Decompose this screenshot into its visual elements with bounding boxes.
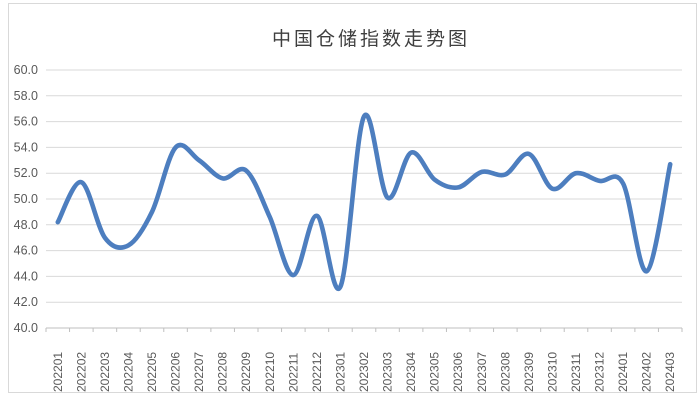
y-axis-label: 46.0	[14, 244, 38, 258]
x-axis-label: 202306	[451, 352, 465, 392]
x-axis-label: 202212	[310, 352, 324, 392]
x-axis-label: 202403	[663, 352, 677, 392]
x-axis-label: 202203	[98, 352, 112, 392]
y-axis-label: 42.0	[14, 295, 38, 309]
chart-border	[8, 3, 697, 393]
y-axis-label: 50.0	[14, 192, 38, 206]
x-axis-label: 202305	[428, 352, 442, 392]
x-axis-label: 202401	[616, 352, 630, 392]
x-axis-label: 202312	[593, 352, 607, 392]
y-axis-label: 54.0	[14, 140, 38, 154]
x-axis-label: 202207	[192, 352, 206, 392]
y-axis-label: 58.0	[14, 89, 38, 103]
x-axis-label: 202205	[145, 352, 159, 392]
x-axis-label: 202402	[640, 352, 654, 392]
x-axis-label: 202206	[169, 352, 183, 392]
y-axis-label: 40.0	[14, 321, 38, 335]
y-axis-label: 52.0	[14, 166, 38, 180]
x-axis-label: 202307	[475, 352, 489, 392]
x-axis-label: 202310	[545, 352, 559, 392]
y-axis-label: 56.0	[14, 115, 38, 129]
y-axis-label: 44.0	[14, 269, 38, 283]
x-axis-label: 202304	[404, 352, 418, 392]
x-axis-label: 202309	[522, 352, 536, 392]
x-axis-label: 202201	[51, 352, 65, 392]
y-axis-label: 60.0	[14, 63, 38, 77]
chart-title: 中国仓储指数走势图	[271, 29, 470, 50]
x-axis-label: 202308	[498, 352, 512, 392]
x-axis-label: 202209	[239, 352, 253, 392]
index-line-series	[55, 112, 673, 292]
x-axis-label: 202202	[74, 352, 88, 392]
x-axis-label: 202210	[263, 352, 277, 392]
x-axis-label: 202204	[121, 352, 135, 392]
x-axis-label: 202301	[333, 352, 347, 392]
x-axis-label: 202302	[357, 352, 371, 392]
x-axis-label: 202208	[216, 352, 230, 392]
x-axis-label: 202211	[286, 353, 300, 392]
x-axis-label: 202303	[381, 352, 395, 392]
x-axis-label: 202311	[569, 353, 583, 392]
y-axis-label: 48.0	[14, 218, 38, 232]
